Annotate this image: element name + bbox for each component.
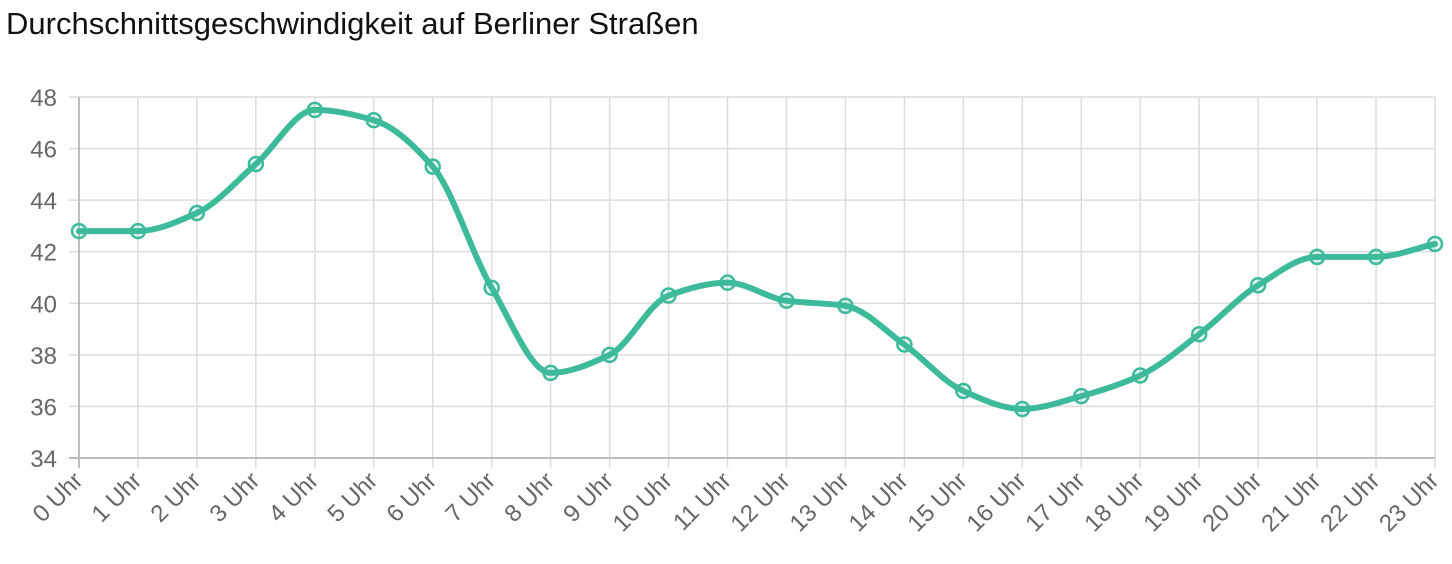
x-tick-label: 13 Uhr <box>785 467 855 537</box>
data-point[interactable] <box>1249 276 1267 294</box>
data-point[interactable] <box>1367 248 1385 266</box>
data-point[interactable] <box>660 287 677 304</box>
x-tick-label: 15 Uhr <box>903 467 973 537</box>
x-tick-label: 14 Uhr <box>844 467 914 537</box>
y-tick-label: 34 <box>30 446 57 473</box>
data-point[interactable] <box>247 155 265 173</box>
data-point[interactable] <box>1190 325 1208 343</box>
y-axis-ticks: 34 36 38 40 42 44 46 48 <box>30 85 57 473</box>
x-tick-label: 7 Uhr <box>440 467 501 528</box>
data-point[interactable] <box>424 158 441 175</box>
y-tick-label: 38 <box>30 343 57 370</box>
data-point[interactable] <box>837 297 854 315</box>
data-point[interactable] <box>1073 387 1090 405</box>
data-point[interactable] <box>306 101 324 119</box>
data-point[interactable] <box>129 222 147 240</box>
y-tick-label: 46 <box>30 137 57 164</box>
x-tick-label: 2 Uhr <box>146 467 207 528</box>
y-tick-label: 40 <box>30 291 57 318</box>
data-point[interactable] <box>778 292 795 309</box>
x-tick-label: 21 Uhr <box>1256 467 1326 537</box>
x-tick-label: 4 Uhr <box>263 467 324 528</box>
data-point[interactable] <box>70 222 88 240</box>
x-tick-label: 3 Uhr <box>205 467 266 528</box>
series-line <box>76 106 1438 413</box>
data-point[interactable] <box>1426 235 1444 253</box>
x-tick-label: 11 Uhr <box>668 467 737 536</box>
x-tick-label: 1 Uhr <box>87 467 148 528</box>
x-tick-label: 20 Uhr <box>1197 467 1267 537</box>
grid <box>69 96 1436 468</box>
x-tick-label: 17 Uhr <box>1020 467 1090 537</box>
data-point[interactable] <box>1308 248 1326 266</box>
axes <box>69 97 1435 468</box>
y-tick-label: 36 <box>30 394 57 421</box>
y-tick-label: 42 <box>30 240 57 267</box>
x-tick-label: 22 Uhr <box>1315 467 1385 537</box>
x-tick-label: 6 Uhr <box>381 467 442 528</box>
data-point[interactable] <box>955 382 972 400</box>
x-tick-label: 5 Uhr <box>322 467 383 528</box>
data-point[interactable] <box>188 204 206 222</box>
x-tick-label: 10 Uhr <box>608 467 678 537</box>
y-tick-label: 48 <box>30 85 57 112</box>
data-points <box>70 101 1444 418</box>
data-point[interactable] <box>483 279 500 297</box>
y-tick-label: 44 <box>30 188 57 215</box>
data-point[interactable] <box>719 274 736 291</box>
data-point[interactable] <box>896 336 913 353</box>
data-point[interactable] <box>1014 400 1031 418</box>
x-tick-label: 8 Uhr <box>499 467 560 528</box>
x-tick-label: 0 Uhr <box>28 467 89 528</box>
x-tick-label: 16 Uhr <box>962 467 1032 537</box>
data-point[interactable] <box>542 364 559 382</box>
x-tick-label: 12 Uhr <box>726 467 796 537</box>
data-point[interactable] <box>365 111 383 129</box>
x-tick-label: 18 Uhr <box>1079 467 1149 537</box>
x-tick-label: 23 Uhr <box>1374 467 1444 537</box>
data-point[interactable] <box>1131 367 1149 384</box>
series <box>76 106 1438 413</box>
data-point[interactable] <box>601 346 618 364</box>
chart-title: Durchschnittsgeschwindigkeit auf Berline… <box>6 6 699 41</box>
x-tick-label: 19 Uhr <box>1138 467 1208 537</box>
